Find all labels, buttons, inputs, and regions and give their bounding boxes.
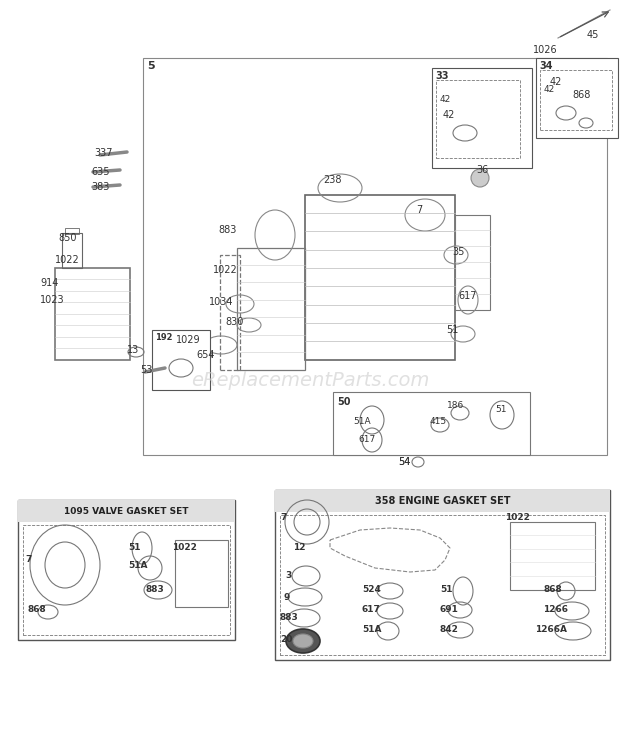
Text: 850: 850 xyxy=(58,233,76,243)
Text: 617: 617 xyxy=(458,291,477,301)
Text: 883: 883 xyxy=(280,614,299,623)
Text: 1095 VALVE GASKET SET: 1095 VALVE GASKET SET xyxy=(64,507,188,516)
Ellipse shape xyxy=(286,629,320,653)
Text: 617: 617 xyxy=(362,606,381,615)
Text: 51A: 51A xyxy=(353,417,371,426)
Text: 1022: 1022 xyxy=(172,544,197,553)
Bar xyxy=(540,70,612,130)
Bar xyxy=(510,522,595,590)
Bar xyxy=(23,525,230,635)
Text: 51A: 51A xyxy=(362,626,381,635)
Text: 42: 42 xyxy=(440,95,451,104)
Text: 238: 238 xyxy=(323,175,342,185)
Text: 1266: 1266 xyxy=(543,606,568,615)
Bar xyxy=(275,490,610,660)
Text: 617: 617 xyxy=(358,435,375,444)
Bar xyxy=(436,80,520,158)
Text: 358 ENGINE GASKET SET: 358 ENGINE GASKET SET xyxy=(374,496,510,506)
Text: 1266A: 1266A xyxy=(535,626,567,635)
Bar xyxy=(275,490,610,512)
Text: 51: 51 xyxy=(128,544,141,553)
Text: 654: 654 xyxy=(196,350,215,360)
Text: 1034: 1034 xyxy=(209,297,234,307)
Text: 868: 868 xyxy=(28,606,46,615)
Text: 186: 186 xyxy=(447,400,464,409)
Text: 34: 34 xyxy=(539,61,552,71)
Text: 20: 20 xyxy=(280,635,293,644)
Text: 54: 54 xyxy=(398,457,410,467)
Text: 9: 9 xyxy=(283,592,290,601)
Bar xyxy=(18,500,235,522)
Text: 13: 13 xyxy=(127,345,140,355)
Bar xyxy=(62,233,82,268)
Text: 1022: 1022 xyxy=(505,513,530,522)
Text: 51: 51 xyxy=(495,405,507,414)
Bar xyxy=(237,248,305,370)
Bar xyxy=(280,515,605,655)
Bar xyxy=(175,540,228,607)
Text: 883: 883 xyxy=(218,225,236,235)
Text: 51A: 51A xyxy=(128,560,148,569)
Bar xyxy=(220,255,240,370)
Bar xyxy=(65,228,79,234)
Text: 383: 383 xyxy=(91,182,109,192)
Text: 50: 50 xyxy=(337,397,350,407)
Bar xyxy=(455,215,490,310)
Text: 1029: 1029 xyxy=(176,335,201,345)
Text: 45: 45 xyxy=(587,30,600,40)
Text: 53: 53 xyxy=(140,365,153,375)
Text: 5: 5 xyxy=(147,61,154,71)
Bar xyxy=(305,195,455,360)
Text: 51: 51 xyxy=(446,325,458,335)
Text: 54: 54 xyxy=(398,457,410,467)
Text: 1023: 1023 xyxy=(40,295,64,305)
Ellipse shape xyxy=(471,169,489,187)
Bar xyxy=(18,500,235,640)
Text: 192: 192 xyxy=(155,333,172,342)
Text: 7: 7 xyxy=(280,513,286,522)
Text: 524: 524 xyxy=(362,586,381,594)
Text: 635: 635 xyxy=(91,167,110,177)
Text: eReplacementParts.com: eReplacementParts.com xyxy=(191,371,429,390)
Text: 7: 7 xyxy=(416,205,422,215)
Text: 337: 337 xyxy=(94,148,112,158)
Text: 883: 883 xyxy=(145,586,164,594)
Text: 415: 415 xyxy=(430,417,447,426)
Text: 36: 36 xyxy=(476,165,489,175)
Text: 51: 51 xyxy=(440,586,453,594)
Bar xyxy=(536,58,618,138)
Bar xyxy=(55,268,130,360)
Text: 691: 691 xyxy=(440,606,459,615)
Text: 7: 7 xyxy=(25,556,32,565)
Ellipse shape xyxy=(293,634,313,648)
Text: 868: 868 xyxy=(543,586,562,594)
Text: 35: 35 xyxy=(452,247,464,257)
Text: 12: 12 xyxy=(293,544,306,553)
Bar xyxy=(432,68,532,168)
Text: 42: 42 xyxy=(544,86,556,94)
Text: 1022: 1022 xyxy=(213,265,237,275)
Text: 830: 830 xyxy=(225,317,244,327)
Text: 1026: 1026 xyxy=(533,45,557,55)
Text: 3: 3 xyxy=(285,571,291,580)
Text: 33: 33 xyxy=(435,71,448,81)
Text: 842: 842 xyxy=(440,626,459,635)
Text: 868: 868 xyxy=(572,90,590,100)
Text: 1022: 1022 xyxy=(55,255,80,265)
Text: 914: 914 xyxy=(40,278,58,288)
Bar xyxy=(143,58,607,455)
Bar xyxy=(333,392,530,455)
Text: 42: 42 xyxy=(443,110,455,120)
Bar xyxy=(152,330,210,390)
Text: 42: 42 xyxy=(550,77,562,87)
